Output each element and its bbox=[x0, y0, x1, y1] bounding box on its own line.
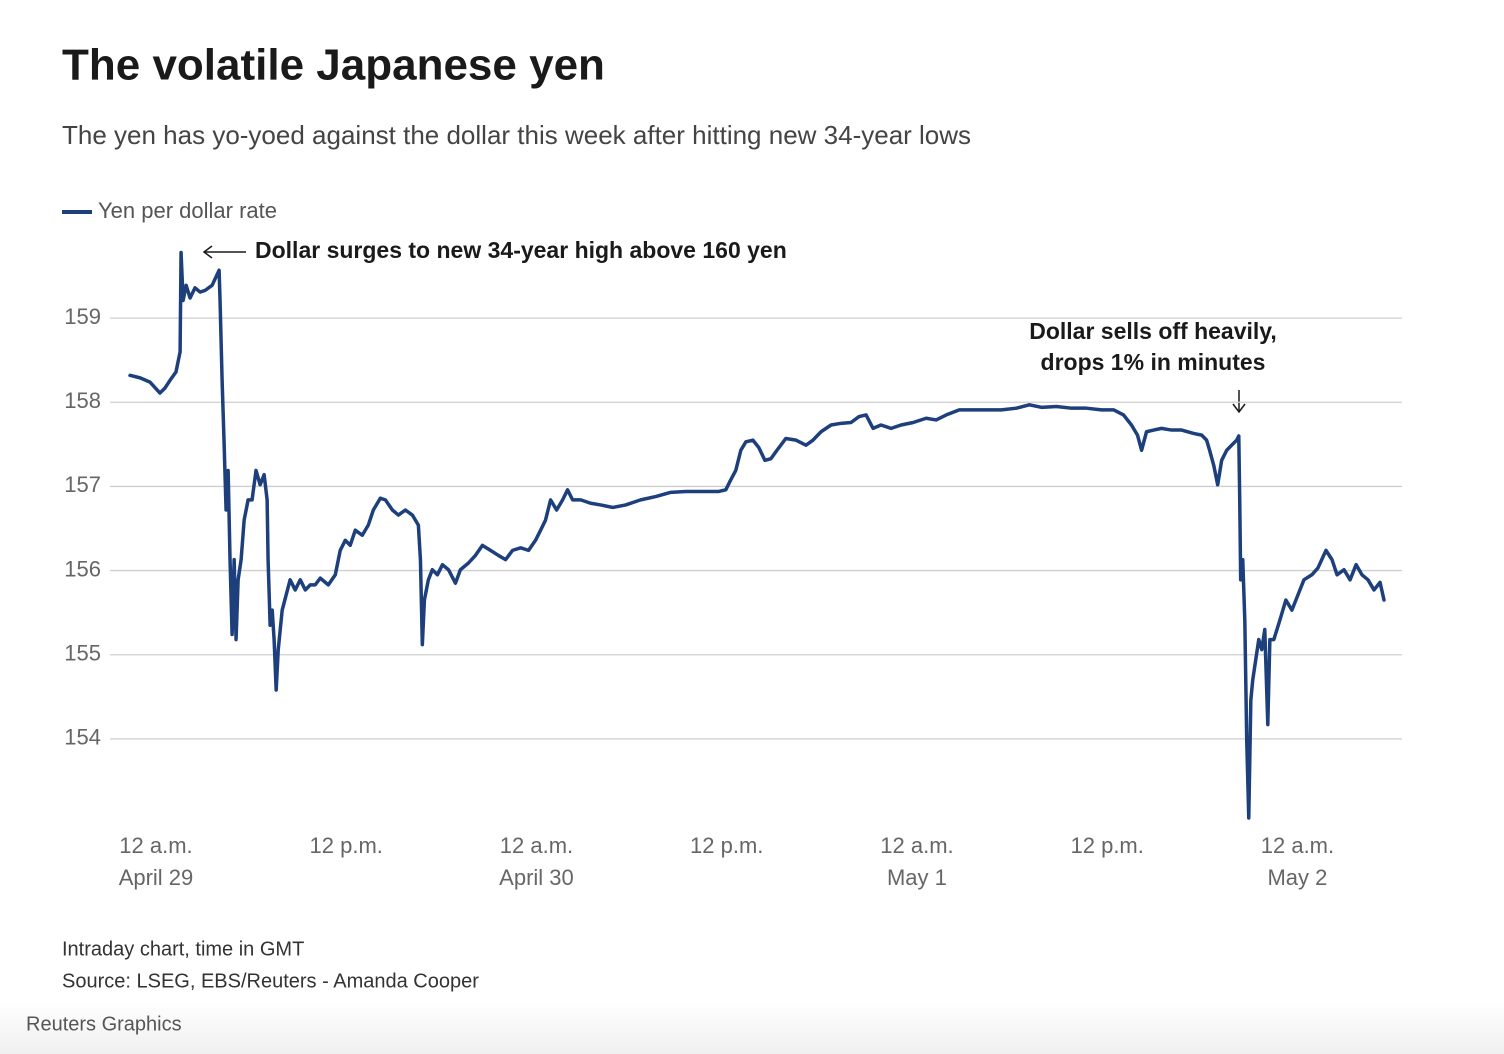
annotation-arrowhead bbox=[202, 245, 213, 259]
annotation-arrowhead bbox=[1232, 403, 1246, 414]
annotation: drops 1% in minutes bbox=[1041, 349, 1266, 375]
line-series bbox=[128, 250, 1386, 820]
note: Intraday chart, time in GMT bbox=[62, 938, 304, 960]
y-tick-label: 154 bbox=[64, 725, 101, 750]
x-tick-label: 12 a.m. bbox=[119, 833, 192, 858]
x-tick-label: 12 p.m. bbox=[1071, 833, 1144, 858]
legend-label: Yen per dollar rate bbox=[98, 198, 277, 223]
footer-band bbox=[0, 1000, 1504, 1054]
x-tick-label: April 29 bbox=[119, 865, 194, 890]
y-tick-label: 157 bbox=[64, 472, 101, 497]
y-tick-label: 158 bbox=[64, 388, 101, 413]
x-tick-label: 12 p.m. bbox=[690, 833, 763, 858]
y-tick-label: 159 bbox=[64, 304, 101, 329]
x-tick-label: 12 a.m. bbox=[880, 833, 953, 858]
chart-subtitle: The yen has yo-yoed against the dollar t… bbox=[62, 120, 971, 150]
annotation: Dollar sells off heavily, bbox=[1029, 318, 1277, 344]
annotation: Dollar surges to new 34-year high above … bbox=[255, 237, 787, 263]
y-tick-label: 155 bbox=[64, 641, 101, 666]
x-tick-label: May 2 bbox=[1267, 865, 1327, 890]
x-tick-label: April 30 bbox=[499, 865, 574, 890]
chart-title: The volatile Japanese yen bbox=[62, 41, 605, 90]
x-tick-label: 12 a.m. bbox=[1261, 833, 1334, 858]
x-tick-label: 12 a.m. bbox=[500, 833, 573, 858]
x-tick-label: May 1 bbox=[887, 865, 947, 890]
y-tick-label: 156 bbox=[64, 556, 101, 581]
x-tick-label: 12 p.m. bbox=[310, 833, 383, 858]
credit: Reuters Graphics bbox=[26, 1013, 182, 1035]
source: Source: LSEG, EBS/Reuters - Amanda Coope… bbox=[62, 970, 479, 992]
